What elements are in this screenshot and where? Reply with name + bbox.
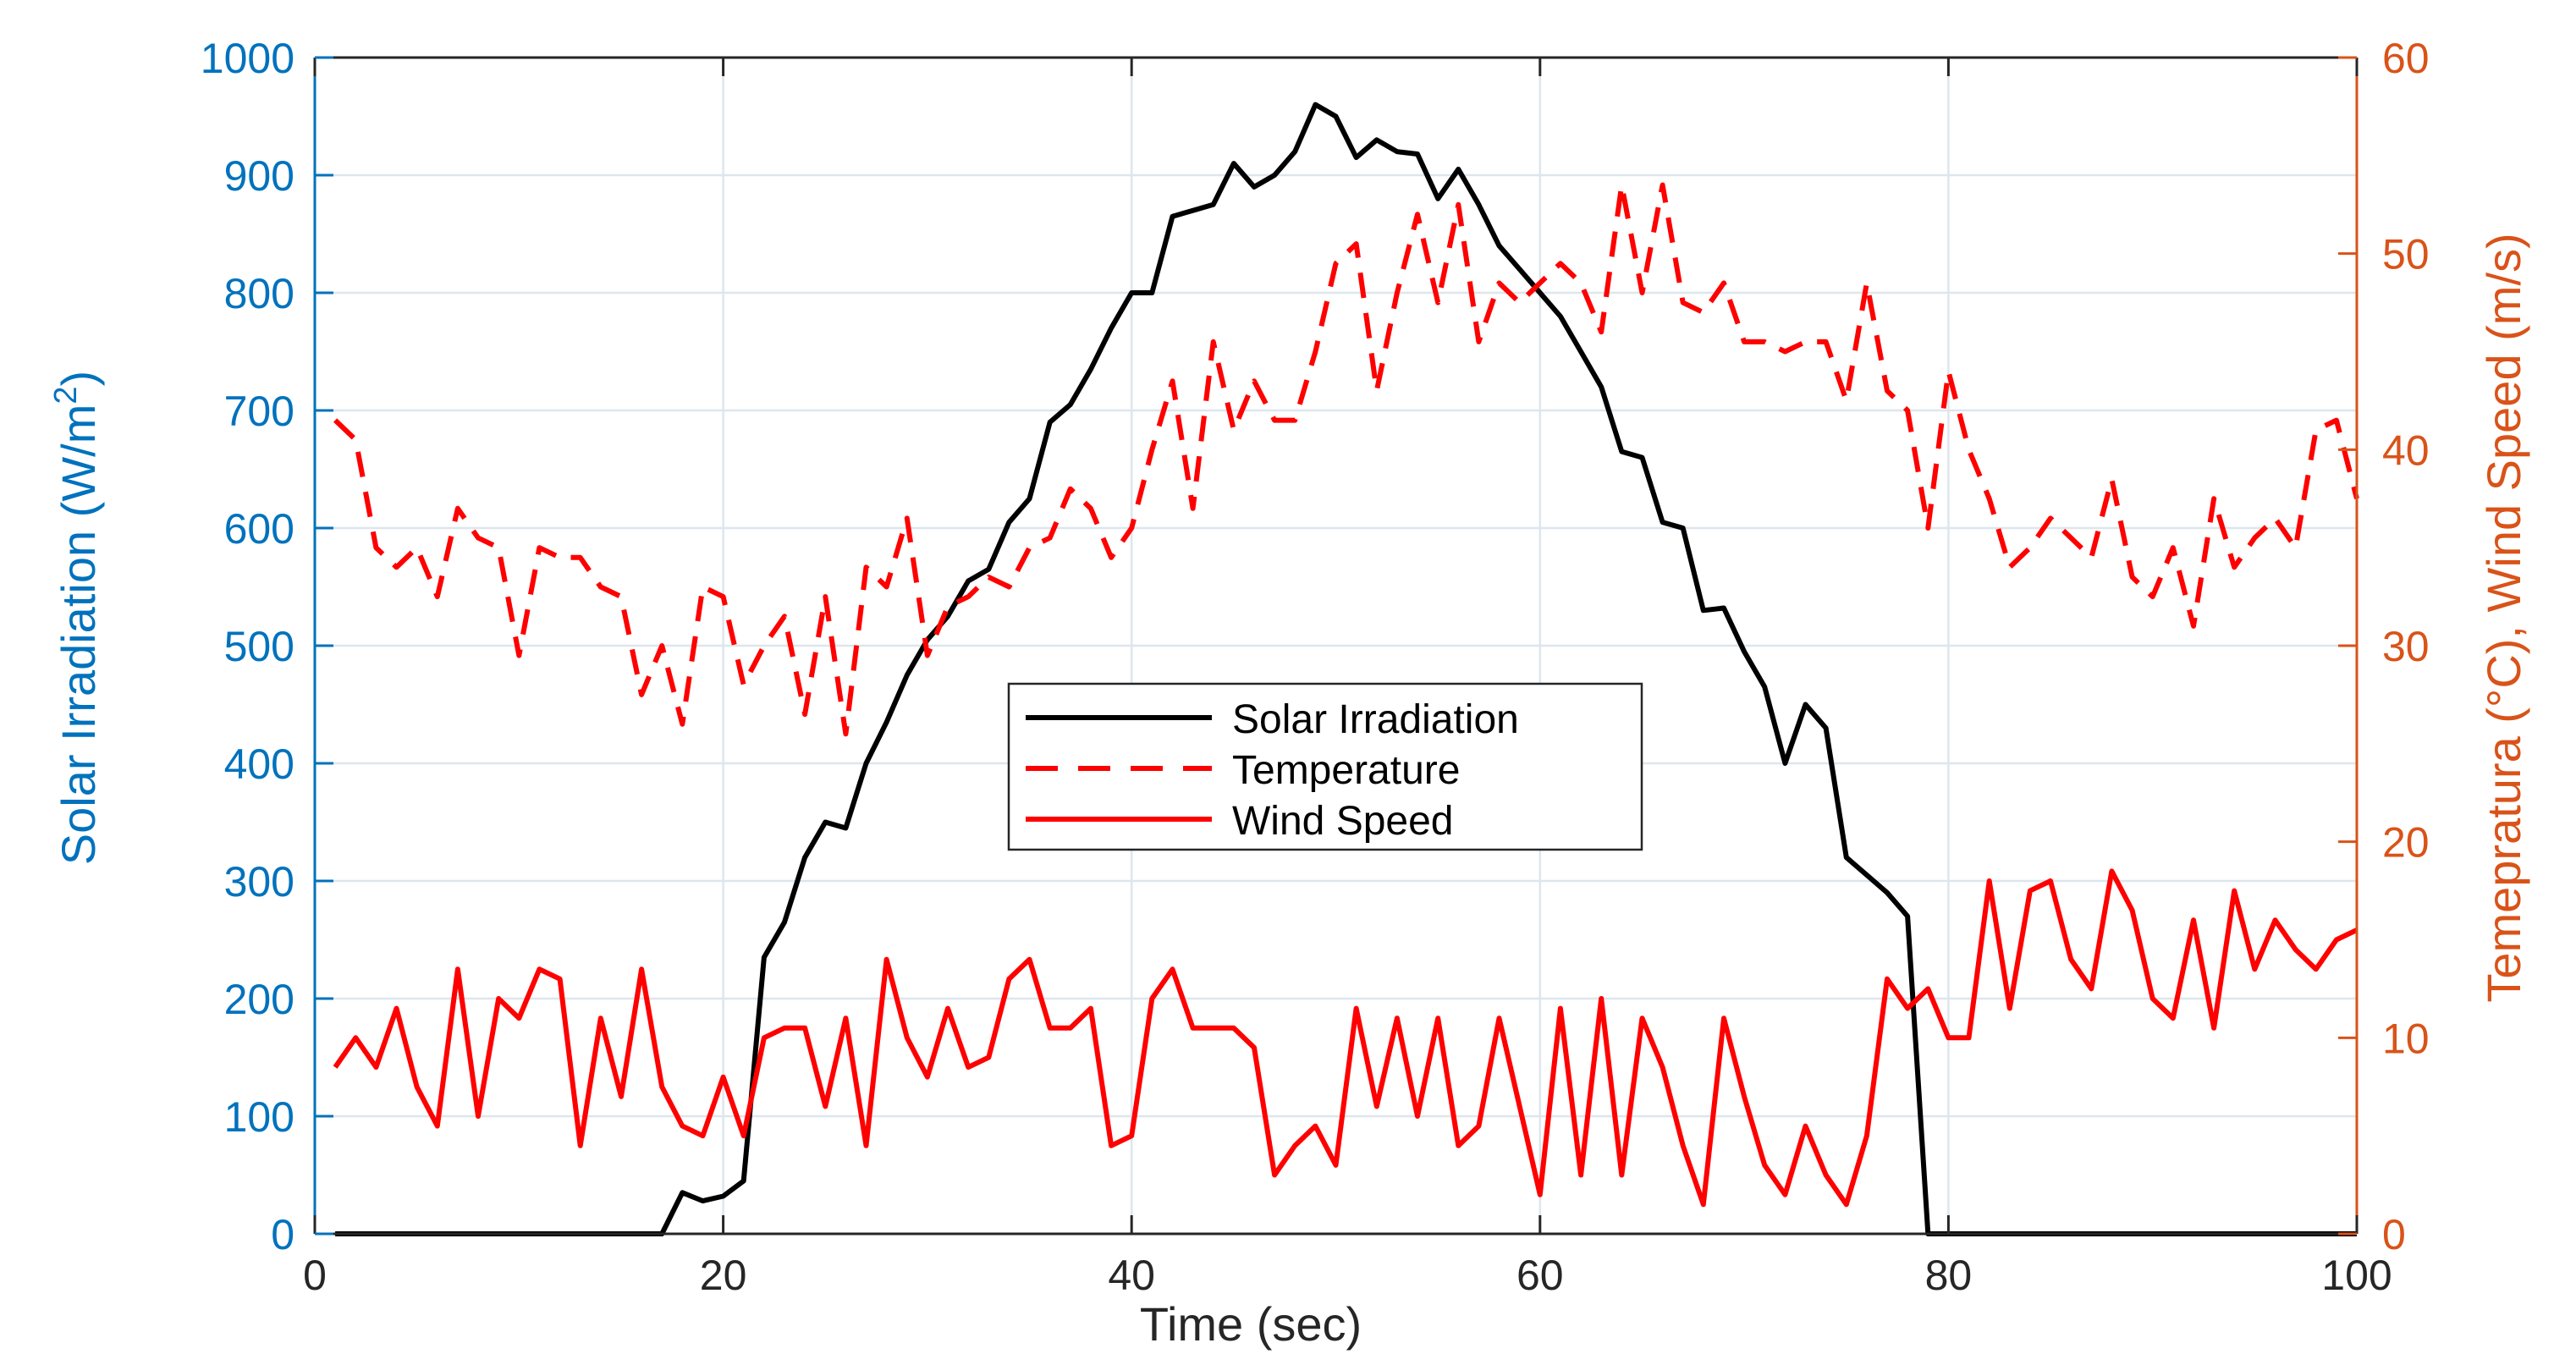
y-left-label-close: ) (52, 371, 105, 387)
legend-box (1007, 682, 1643, 851)
y-left-tick-label: 1000 (201, 35, 294, 82)
grid-layer (315, 58, 2357, 1234)
legend-wind-label: Wind Speed (1232, 799, 1454, 844)
x-tick-label: 20 (700, 1252, 747, 1299)
y-right-tick-label: 20 (2382, 819, 2430, 867)
y-right-tick-label: 30 (2382, 623, 2430, 670)
y-right-tick-label: 10 (2382, 1015, 2430, 1062)
labels-layer: Time (sec) Solar Irradiation (W/m2) Teme… (48, 233, 2530, 1351)
x-tick-label: 40 (1108, 1252, 1155, 1299)
x-axis-label: Time (sec) (1140, 1297, 1362, 1351)
y-left-tick-label: 100 (224, 1093, 294, 1141)
y-left-label-sup: 2 (48, 386, 84, 404)
y-left-tick-label: 400 (224, 740, 294, 788)
x-tick-label: 0 (303, 1252, 327, 1299)
y-left-tick-label: 300 (224, 858, 294, 905)
y-right-tick-label: 0 (2382, 1211, 2406, 1258)
y-left-tick-label: 500 (224, 623, 294, 670)
series-layer (333, 102, 2359, 1236)
x-tick-label: 60 (1516, 1252, 1564, 1299)
y-left-axis-label: Solar Irradiation (W/m2) (48, 371, 105, 865)
y-right-tick-label: 60 (2382, 35, 2430, 82)
y-left-label-main: Solar Irradiation (W/m (52, 405, 105, 866)
y-left-tick-label: 700 (224, 388, 294, 435)
y-left-tick-label: 0 (271, 1211, 294, 1258)
y-left-tick-label: 600 (224, 505, 294, 553)
legend-solar-label: Solar Irradiation (1232, 697, 1519, 742)
legend: Solar Irradiation Temperature Wind Speed (1007, 682, 1643, 851)
solar-irradiation-line (335, 102, 2357, 1236)
x-tick-label: 100 (2321, 1252, 2392, 1299)
legend-temperature-label: Temperature (1232, 748, 1460, 793)
y-right-axis-label: Temepratura (°C), Wind Speed (m/s) (2477, 233, 2530, 1002)
temperature-line (333, 182, 2359, 737)
y-left-tick-label: 900 (224, 152, 294, 200)
x-tick-label: 80 (1925, 1252, 1973, 1299)
wind-speed-line (333, 868, 2359, 1208)
y-right-tick-label: 50 (2382, 231, 2430, 278)
y-right-tick-label: 40 (2382, 427, 2430, 474)
y-left-tick-label: 800 (224, 270, 294, 317)
y-left-tick-label: 200 (224, 976, 294, 1023)
axes-layer: 0 20 40 60 80 1000100200300400500600700800900… (201, 35, 2430, 1299)
